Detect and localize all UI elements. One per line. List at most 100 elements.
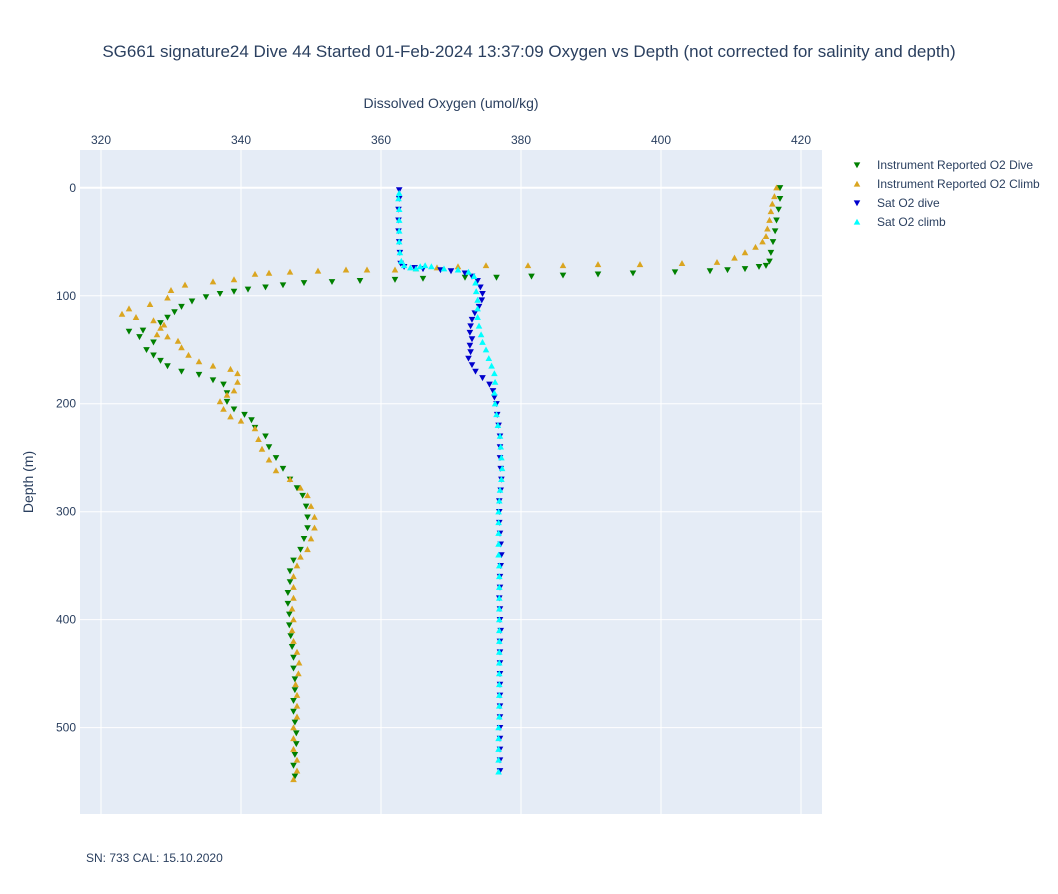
data-point [741,266,749,273]
data-point [491,400,499,407]
data-point [302,503,310,510]
data-point [297,546,304,553]
legend-item[interactable]: Instrument Reported O2 Climb [853,177,1040,191]
x-tick-label: 360 [371,133,391,147]
data-point [164,314,171,321]
data-point [209,377,217,384]
data-point [118,310,126,317]
data-point [497,443,504,450]
data-point [496,605,503,612]
data-point [290,697,297,704]
data-point [493,411,500,418]
data-point [216,398,224,405]
data-point [528,273,535,280]
data-point [279,465,287,472]
x-tick-label: 380 [511,133,531,147]
data-point [286,268,294,275]
data-point [279,282,287,289]
data-point [766,216,773,223]
data-point [164,294,171,301]
data-point [178,368,185,375]
data-point [223,398,231,405]
data-point [412,265,420,272]
data-point [474,305,481,312]
data-point [293,767,301,774]
data-point [195,371,203,378]
data-point [776,185,784,192]
data-point [496,713,503,720]
data-point [495,768,502,775]
data-point [291,751,299,758]
data-point [629,270,637,277]
data-point [447,268,455,275]
data-point [290,776,297,783]
data-point [706,268,714,275]
x-tick-label: 420 [791,133,811,147]
data-point [328,279,336,286]
data-point [284,600,292,607]
plot-background [80,150,822,814]
data-point [286,622,293,629]
data-point [493,274,500,281]
data-point [762,262,770,269]
data-point [230,288,238,295]
legend-item[interactable]: Instrument Reported O2 Dive [853,158,1034,172]
data-point [286,579,294,586]
legend-item[interactable]: Sat O2 climb [853,215,946,229]
data-point [724,267,731,274]
data-point [496,691,503,698]
data-point [769,239,777,246]
data-point [164,363,171,370]
data-point [495,508,502,515]
data-point [293,713,301,720]
data-point [171,309,178,316]
data-point [178,303,185,310]
data-point [496,486,504,493]
data-point [311,513,318,520]
data-point [496,681,503,688]
data-point [290,594,297,601]
data-point [755,263,763,270]
legend-item[interactable]: Sat O2 dive [853,196,940,210]
data-point [495,529,502,536]
data-point [143,347,150,354]
data-point [293,562,301,569]
data-point [223,391,231,398]
data-point [489,388,497,395]
data-point [494,422,502,428]
data-point [188,298,196,305]
data-point [496,670,503,677]
data-point [454,266,462,273]
y-tick-label: 200 [56,397,76,411]
data-point [160,321,168,328]
data-point [468,316,476,323]
data-point [146,301,154,308]
data-point [314,267,322,274]
data-point [495,724,502,731]
data-point [293,756,301,763]
legend-label: Sat O2 climb [877,215,946,229]
chart-title: SG661 signature24 Dive 44 Started 01-Feb… [102,42,955,61]
legend-marker [853,162,861,169]
legend-marker [853,180,861,187]
legend[interactable]: Instrument Reported O2 Dive Instrument Re… [853,158,1040,229]
data-point [678,260,686,267]
data-point [286,568,294,575]
data-point [465,268,472,275]
data-point [290,654,297,661]
data-point [272,467,280,474]
data-point [265,269,273,276]
series-1 [118,184,780,783]
data-point [467,349,474,356]
data-point [139,327,147,334]
data-point [482,346,490,353]
data-point [496,573,503,580]
data-point [265,444,273,451]
data-point [636,261,644,268]
data-point [295,659,303,666]
data-point [491,378,499,385]
data-point [157,324,164,331]
data-point [227,365,234,372]
data-point [762,233,770,240]
